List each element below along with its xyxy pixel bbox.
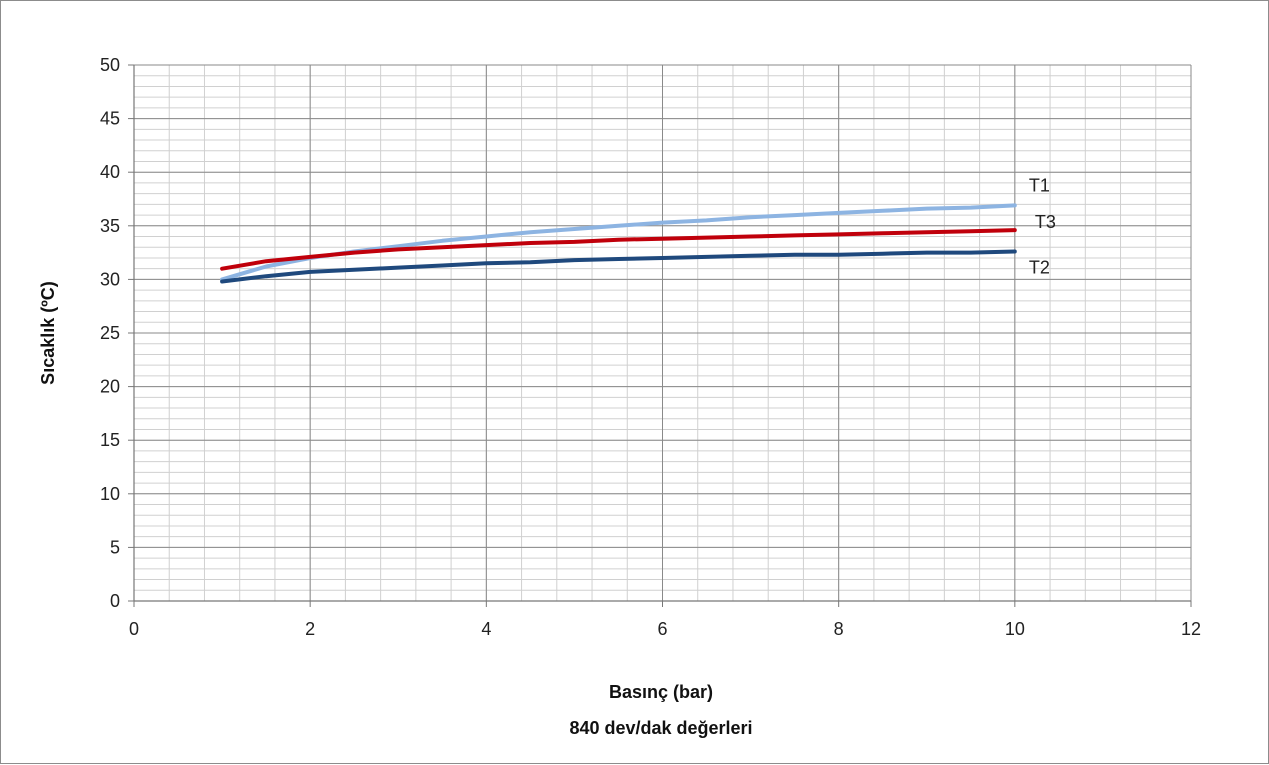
- y-tick-label: 50: [100, 55, 120, 75]
- axes: [128, 64, 1192, 607]
- x-axis-subtitle: 840 dev/dak değerleri: [569, 718, 752, 738]
- y-tick-label: 5: [110, 537, 120, 557]
- x-axis-title: Basınç (bar): [609, 682, 713, 702]
- y-tick-label: 40: [100, 162, 120, 182]
- series-label-t2: T2: [1029, 258, 1050, 278]
- y-tick-label: 35: [100, 216, 120, 236]
- series-label-t1: T1: [1029, 175, 1050, 195]
- y-tick-label: 10: [100, 484, 120, 504]
- x-tick-label: 2: [305, 619, 315, 639]
- x-tick-label: 12: [1181, 619, 1201, 639]
- major-gridlines: [133, 64, 1192, 602]
- y-tick-label: 30: [100, 269, 120, 289]
- y-tick-labels: 0 5 10 15 20 25 30 35 40 45 50: [100, 55, 120, 611]
- x-tick-label: 8: [834, 619, 844, 639]
- series-line-t2: [220, 249, 1017, 284]
- y-tick-label: 45: [100, 109, 120, 129]
- x-tick-label: 6: [657, 619, 667, 639]
- series-label-t3: T3: [1035, 212, 1056, 232]
- y-tick-label: 20: [100, 377, 120, 397]
- x-tick-label: 4: [481, 619, 491, 639]
- y-tick-label: 15: [100, 430, 120, 450]
- x-tick-label: 10: [1005, 619, 1025, 639]
- y-tick-label: 25: [100, 323, 120, 343]
- y-axis-title: Sıcaklık (ºC): [38, 281, 58, 385]
- x-tick-labels: 0 2 4 6 8 10 12: [129, 619, 1201, 639]
- series-line-t3: [220, 228, 1017, 271]
- x-tick-label: 0: [129, 619, 139, 639]
- series-labels: T1 T3 T2: [1029, 175, 1056, 277]
- y-tick-label: 0: [110, 591, 120, 611]
- series-lines: [220, 203, 1017, 284]
